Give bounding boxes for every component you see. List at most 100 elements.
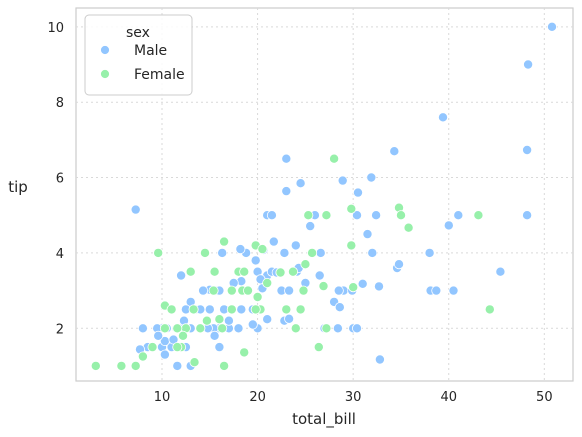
point-female bbox=[239, 347, 250, 358]
y-axis-label: tip bbox=[8, 178, 28, 196]
point-female bbox=[219, 236, 230, 247]
point-male bbox=[236, 304, 247, 315]
point-male bbox=[233, 323, 244, 334]
point-male bbox=[333, 285, 344, 296]
point-male bbox=[284, 285, 295, 296]
point-male bbox=[314, 270, 325, 281]
legend-box bbox=[84, 14, 193, 96]
point-male bbox=[443, 220, 454, 231]
point-male bbox=[214, 342, 225, 353]
point-female bbox=[189, 357, 200, 368]
point-male bbox=[374, 354, 385, 365]
point-male bbox=[305, 221, 316, 232]
point-female bbox=[348, 282, 359, 293]
point-female bbox=[209, 266, 220, 277]
point-female bbox=[172, 323, 183, 334]
point-female bbox=[300, 259, 311, 270]
y-tick-label: 4 bbox=[56, 247, 64, 262]
point-female bbox=[346, 240, 357, 251]
legend-label-male: Male bbox=[134, 43, 167, 59]
point-female bbox=[287, 266, 298, 277]
point-female bbox=[116, 360, 127, 371]
point-male bbox=[315, 247, 326, 258]
point-male bbox=[522, 144, 533, 155]
point-male bbox=[522, 210, 533, 221]
point-male bbox=[351, 323, 362, 334]
point-female bbox=[130, 360, 141, 371]
point-female bbox=[153, 247, 164, 258]
point-female bbox=[473, 210, 484, 221]
point-female bbox=[329, 153, 340, 164]
point-male bbox=[389, 146, 400, 157]
point-male bbox=[495, 266, 506, 277]
point-female bbox=[172, 342, 183, 353]
x-axis-label: total_bill bbox=[292, 410, 356, 429]
point-male bbox=[262, 314, 273, 325]
point-male bbox=[250, 255, 261, 266]
point-male bbox=[247, 319, 258, 330]
y-tick-labels: 2 4 6 8 10 bbox=[47, 21, 64, 337]
point-male bbox=[279, 247, 290, 258]
grid-lines bbox=[76, 8, 573, 381]
y-tick-label: 10 bbox=[47, 21, 64, 36]
point-male bbox=[448, 285, 459, 296]
point-male bbox=[523, 59, 534, 70]
point-female bbox=[177, 330, 188, 341]
point-female bbox=[239, 266, 250, 277]
point-male bbox=[437, 112, 448, 123]
point-female bbox=[281, 304, 292, 315]
point-female bbox=[303, 210, 314, 221]
data-points bbox=[90, 21, 558, 371]
point-female bbox=[226, 285, 237, 296]
point-female bbox=[250, 304, 261, 315]
point-female bbox=[318, 281, 329, 292]
point-female bbox=[219, 360, 230, 371]
point-male bbox=[295, 178, 306, 189]
point-male bbox=[393, 259, 404, 270]
y-tick-label: 2 bbox=[56, 322, 64, 337]
point-female bbox=[166, 304, 177, 315]
point-male bbox=[281, 153, 292, 164]
point-male bbox=[172, 360, 183, 371]
point-female bbox=[208, 285, 219, 296]
point-male bbox=[204, 304, 215, 315]
point-male bbox=[431, 285, 442, 296]
point-female bbox=[307, 247, 318, 258]
point-male bbox=[373, 281, 384, 292]
point-female bbox=[201, 315, 212, 326]
point-female bbox=[346, 203, 357, 214]
x-tick-label: 50 bbox=[536, 390, 553, 405]
point-male bbox=[235, 244, 246, 255]
point-female bbox=[195, 323, 206, 334]
legend-marker-male bbox=[100, 45, 110, 55]
point-male bbox=[159, 349, 170, 360]
point-female bbox=[298, 285, 309, 296]
point-male bbox=[290, 240, 301, 251]
point-male bbox=[284, 313, 295, 324]
point-male bbox=[334, 302, 345, 313]
point-male bbox=[281, 186, 292, 197]
point-male bbox=[357, 278, 368, 289]
point-female bbox=[214, 314, 225, 325]
point-female bbox=[147, 342, 158, 353]
point-female bbox=[185, 266, 196, 277]
point-female bbox=[295, 304, 306, 315]
x-tick-label: 10 bbox=[154, 390, 171, 405]
point-female bbox=[275, 267, 286, 278]
point-male bbox=[268, 236, 279, 247]
legend-title: sex bbox=[126, 25, 150, 41]
point-female bbox=[252, 291, 263, 302]
x-tick-labels: 10 20 30 40 50 bbox=[154, 390, 553, 405]
point-male bbox=[130, 204, 141, 215]
y-tick-label: 8 bbox=[56, 96, 64, 111]
y-tick-label: 6 bbox=[56, 172, 64, 187]
point-female bbox=[242, 285, 253, 296]
point-female bbox=[217, 323, 228, 334]
point-male bbox=[266, 210, 277, 221]
point-male bbox=[176, 270, 187, 281]
point-female bbox=[484, 304, 495, 315]
point-male bbox=[209, 330, 220, 341]
legend-label-female: Female bbox=[134, 67, 185, 83]
point-male bbox=[366, 172, 377, 183]
point-female bbox=[137, 351, 148, 362]
